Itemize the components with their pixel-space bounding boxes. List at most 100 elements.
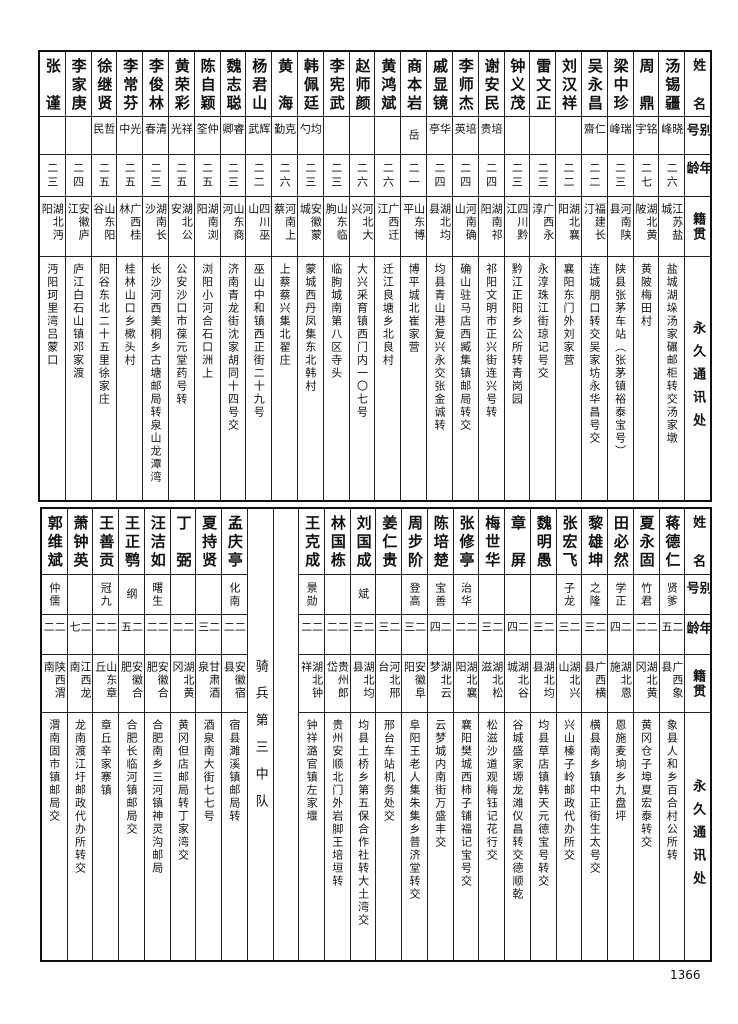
cell-address-text: 浏阳小河合石口洲上 [200, 263, 214, 380]
cell-native-text: 甘肃酒泉 [196, 661, 221, 700]
cell-alias: 晓峰 [659, 117, 685, 155]
cell-address: 黄冈仓子埠夏宏泰转交 [634, 713, 659, 960]
cell-alias-text: 学正 [613, 581, 627, 608]
cell-name-text: 张宏飞 [560, 515, 579, 567]
cell-age: 二七 [67, 615, 93, 655]
cell-alias [349, 117, 375, 155]
cell-native-text: 四川巫山 [246, 203, 271, 242]
cell-alias-text: 贤爹 [665, 581, 679, 608]
cell-address: 浏阳小河合石口洲上 [195, 257, 220, 500]
cell-alias: 宝善 [427, 575, 453, 615]
cell-age-text: 二二 [562, 161, 576, 190]
cell-name: 李俊林 [143, 52, 168, 117]
cell-alias-text: 子龙 [562, 581, 576, 608]
cell-age-text: 二六 [665, 161, 679, 190]
cell-native-text: 河南陕县 [608, 203, 633, 242]
person-record: 商本岩岳二一 山东博平 博平城北崔家营 [400, 52, 427, 500]
cell-name-text: 谢安民 [482, 58, 501, 110]
cell-alias-text: 铭宇 [633, 123, 658, 136]
cell-age-text: 二七 [68, 621, 92, 635]
cell-alias: 仲儒 [41, 575, 67, 615]
cell-alias: 光中 [117, 117, 143, 155]
cell-age: 二四 [478, 155, 504, 197]
cell-age-text: 二二 [587, 161, 601, 190]
cell-name: 魏明愚 [530, 509, 556, 575]
cell-native: 安徽蒙城 [298, 197, 323, 257]
cell-age: 二三 [402, 615, 427, 655]
person-record: 郭维斌 仲儒 二二 陕西渭南 渭南固市镇邮局交 [41, 509, 67, 960]
cell-address: 永淳珠江街琼记号交 [530, 257, 555, 500]
cell-name-text: 刘汉祥 [560, 58, 579, 110]
cell-age-text: 二三 [536, 161, 550, 190]
cell-address: 云梦城内南街万盛丰交 [428, 713, 453, 960]
cell-alias: 培英 [452, 117, 478, 155]
person-record: 梁中珍 瑞峰 二三 河南陕县 陕县张茅车站（张茅镇裕泰宝号） [606, 52, 633, 500]
cell-native-text: 广西象县 [659, 661, 684, 700]
cell-native: 安徽阜阳 [402, 655, 427, 713]
cell-age: 二五 [117, 155, 143, 197]
cell-native-text: 江西龙南 [68, 661, 92, 700]
cell-address: 襄阳东门外刘家营 [556, 257, 581, 500]
cell-native: 湖北谷城 [505, 655, 530, 713]
cell-address: 恩施麦垧乡九盘坪 [608, 713, 633, 960]
cell-native: 湖南祁阳 [478, 197, 504, 257]
cell-name: 黎雄坤 [582, 509, 608, 575]
cell-native: 湖北沔阳 [39, 197, 65, 257]
cell-native-text: 安徽合肥 [145, 661, 170, 700]
cell-address: 迁江良塘乡北良村 [375, 257, 400, 500]
cell-alias: 化南 [222, 575, 247, 615]
cell-alias-text: 克勤 [272, 123, 297, 136]
cell-native: 四川黔江 [504, 197, 530, 257]
cell-alias-text: 景勋 [305, 581, 319, 608]
cell-native-text: 湖北襄阳 [454, 661, 479, 700]
cell-age-text: 二五 [659, 621, 684, 635]
cell-alias-text: 仲筌 [195, 123, 220, 136]
cell-native: 河南上蔡 [272, 197, 297, 257]
cell-native-text: 湖北均县 [351, 661, 376, 700]
cell-name: 周步阶 [402, 509, 427, 575]
cell-native-text: 安徽阜阳 [402, 661, 427, 700]
person-record: 黄鸿斌 二六 广西迁江 迁江良塘乡北良村 [374, 52, 401, 500]
cell-address: 庐江白石山镇邓家渡 [66, 257, 91, 500]
person-record: 李师杰 培英 二四 河南确山 确山驻马店西臧集镇邮局转交 [451, 52, 478, 500]
cell-address-text: 邢台车站机务处交 [382, 719, 396, 823]
header-name: 姓名 [685, 52, 710, 117]
cell-age: 二三 [582, 615, 608, 655]
cell-address: 邢台车站机务处交 [376, 713, 401, 960]
cell-name-text: 赵师颜 [353, 58, 372, 110]
cell-native-text: 湖北均县 [427, 203, 452, 242]
cell-age-text: 二三 [510, 161, 524, 190]
cell-native-text: 四川黔江 [504, 203, 529, 242]
header-age: 年龄 [685, 155, 710, 197]
cell-alias [375, 117, 401, 155]
cell-age: 二三 [530, 615, 556, 655]
cell-address: 陕县张茅车站（张茅镇裕泰宝号） [608, 257, 633, 500]
cell-name: 王正鹗 [119, 509, 144, 575]
cell-native: 湖北公安 [168, 197, 194, 257]
cell-address-text: 渭南固市镇邮局交 [47, 719, 61, 823]
cell-age: 二四 [505, 615, 530, 655]
cell-native-text: 河北大兴 [350, 203, 375, 242]
cell-address-text: 阜阳王老人集朱集乡普济堂转交 [408, 719, 422, 901]
cell-native: 广西桂林 [117, 197, 143, 257]
cell-name-text: 黄海 [276, 58, 295, 110]
cell-address-text: 钟祥潞官镇左家堰 [305, 719, 319, 823]
cell-name-text: 吴永昌 [585, 58, 604, 110]
cell-name-text: 黄荣彩 [172, 58, 191, 110]
cell-address-text: 上蔡蔡兴集北翟庄 [278, 263, 292, 367]
cell-address: 大兴采育镇西门内一〇七号 [350, 257, 375, 500]
person-record: 孟庆亭 化南 二二 安徽宿县 宿县濉溪镇邮局转 [221, 509, 247, 960]
header-native: 籍贯 [685, 197, 710, 257]
person-record: 李宪武 二三 山东临朐 临朐城南第八区寺头 [322, 52, 349, 500]
cell-alias-text: 宝善 [433, 581, 447, 608]
cell-native: 甘肃酒泉 [196, 655, 222, 713]
cell-address: 横县南乡镇中正街生太号交 [582, 713, 607, 960]
cell-age-text: 二五 [174, 161, 188, 190]
cell-age: 二二 [170, 615, 196, 655]
cell-address: 阜阳王老人集朱集乡普济堂转交 [402, 713, 427, 960]
person-record: 周步阶 登高 二三 安徽阜阳 阜阳王老人集朱集乡普济堂转交 [401, 509, 427, 960]
cell-address: 沔阳珂里湾吕蒙口 [40, 257, 65, 500]
cell-address-text: 连城朋口转交吴家坊永华昌号交 [587, 263, 601, 445]
cell-address-text: 祁阳文明市正兴街连兴号转 [484, 263, 498, 419]
cell-name-text: 黄鸿斌 [379, 58, 398, 110]
